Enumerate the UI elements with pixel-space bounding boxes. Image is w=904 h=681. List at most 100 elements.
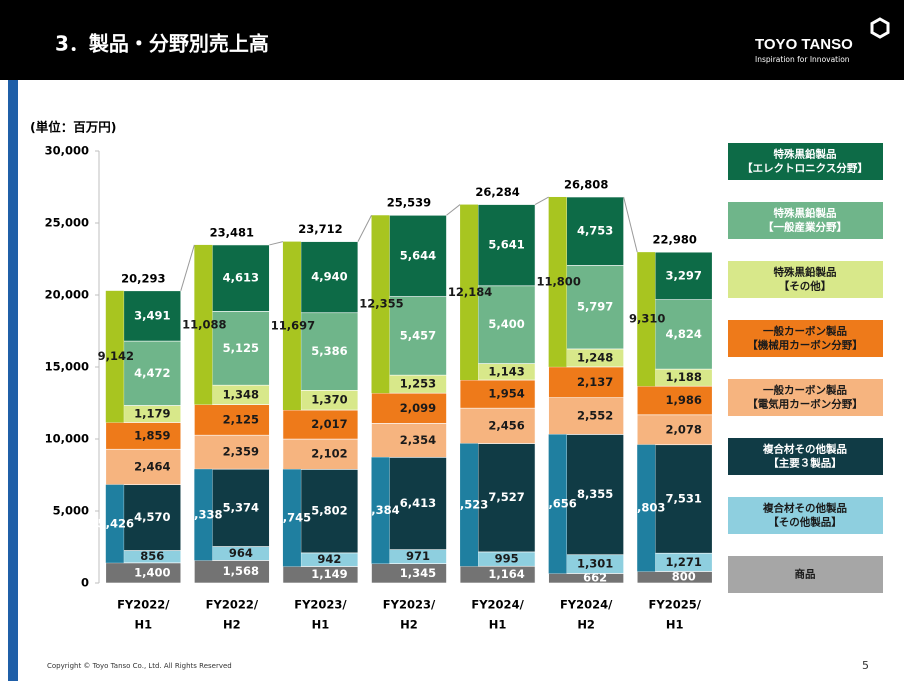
value-label: 1,143 [488, 364, 524, 378]
x-tick-label: H1 [134, 618, 152, 632]
bar-segment [105, 448, 182, 486]
group-total-label: 6,338 [186, 507, 222, 521]
connector [180, 244, 195, 291]
group-total-label: 7,384 [363, 503, 399, 517]
total-label: 20,293 [121, 271, 165, 285]
value-label: 5,641 [488, 238, 524, 252]
bar-segment [389, 457, 447, 550]
x-tick-label: FY2022/ [117, 598, 170, 612]
value-label: 1,253 [400, 377, 436, 391]
x-tick-label: H2 [400, 618, 418, 632]
value-label: 5,797 [577, 300, 613, 314]
total-label: 26,284 [475, 185, 519, 199]
value-label: 3,491 [134, 308, 170, 322]
bar-segment [477, 285, 536, 364]
legend-swatch [728, 261, 883, 298]
legend-label: 【一般産業分野】 [763, 221, 847, 234]
value-label: 5,457 [400, 328, 436, 342]
group-total-bar [105, 484, 124, 563]
legend-swatch [728, 438, 883, 475]
bar-segment [459, 379, 536, 409]
value-label: 4,940 [311, 270, 347, 284]
bar-segment [212, 468, 270, 547]
x-tick-label: FY2022/ [206, 598, 259, 612]
value-label: 2,102 [311, 447, 347, 461]
y-tick-label: 15,000 [45, 360, 89, 374]
legend-label: 特殊黒鉛製品 [774, 207, 837, 220]
bar-segment [212, 244, 270, 312]
value-label: 2,078 [666, 422, 702, 436]
tagline: Inspiration for Innovation [755, 55, 850, 64]
bar-segment [371, 423, 447, 458]
value-label: 6,413 [400, 496, 436, 510]
group-total-bar [371, 457, 390, 564]
group-total-bar [194, 469, 213, 561]
group-total-label: 11,697 [271, 318, 315, 332]
bar-segment [300, 469, 359, 554]
value-label: 7,527 [488, 490, 524, 504]
total-label: 23,481 [210, 225, 254, 239]
bar-segment [282, 409, 359, 440]
legend-label: 商品 [795, 568, 816, 581]
legend-label: 【電気用カーボン分野】 [747, 398, 863, 411]
x-tick-label: H1 [489, 618, 507, 632]
legend-label: 特殊黒鉛製品 [774, 148, 837, 161]
value-label: 2,137 [577, 375, 613, 389]
copyright: Copyright © Toyo Tanso Co., Ltd. All Rig… [47, 662, 232, 670]
legend-swatch [728, 556, 883, 593]
value-label: 2,354 [400, 433, 436, 447]
value-label: 5,644 [400, 248, 436, 262]
value-label: 1,301 [577, 557, 613, 571]
x-tick-label: FY2025/ [649, 598, 702, 612]
bar-segment [566, 434, 624, 556]
group-total-bar [548, 434, 567, 574]
value-label: 800 [672, 570, 696, 584]
value-label: 1,370 [311, 393, 347, 407]
y-tick-label: 25,000 [45, 216, 89, 230]
legend-label: 【その他製品】 [768, 516, 842, 529]
x-tick-label: H1 [666, 618, 684, 632]
logo: TOYO TANSO [755, 36, 853, 53]
bar-segment [371, 392, 447, 424]
value-label: 1,149 [311, 567, 347, 581]
value-label: 1,348 [223, 387, 259, 401]
group-total-bar [637, 252, 656, 387]
value-label: 2,464 [134, 459, 170, 473]
bar-segment [123, 340, 182, 406]
total-label: 25,539 [387, 196, 431, 210]
y-tick-label: 5,000 [53, 504, 89, 518]
connector [623, 196, 638, 253]
total-label: 22,980 [653, 233, 697, 247]
side-stripe [8, 80, 18, 681]
value-label: 662 [583, 571, 607, 585]
total-label: 23,712 [298, 222, 342, 236]
value-label: 2,359 [223, 445, 259, 459]
value-label: 1,345 [400, 566, 436, 580]
value-label: 2,099 [400, 401, 436, 415]
value-label: 995 [495, 552, 519, 566]
group-total-label: 12,184 [448, 285, 492, 299]
legend-label: 特殊黒鉛製品 [774, 266, 837, 279]
value-label: 8,355 [577, 487, 613, 501]
group-total-bar [637, 444, 656, 572]
value-label: 971 [406, 549, 430, 563]
bar-segment [194, 434, 270, 470]
value-label: 1,164 [488, 567, 524, 581]
connector [357, 215, 372, 242]
group-total-bar [282, 469, 301, 567]
value-label: 1,179 [134, 406, 170, 420]
value-label: 1,954 [488, 387, 524, 401]
value-label: 4,753 [577, 224, 613, 238]
bar-segment [212, 311, 270, 386]
value-label: 1,859 [134, 428, 170, 442]
group-total-label: 9,656 [540, 496, 576, 510]
legend-label: 複合材その他製品 [762, 502, 847, 515]
legend-label: 一般カーボン製品 [763, 384, 847, 397]
connector [446, 204, 461, 216]
legend-swatch [728, 320, 883, 357]
group-total-label: 5,426 [98, 516, 134, 530]
bar-segment [636, 385, 713, 416]
x-tick-label: H1 [312, 618, 330, 632]
total-label: 26,808 [564, 177, 608, 191]
group-total-label: 11,800 [536, 274, 580, 288]
